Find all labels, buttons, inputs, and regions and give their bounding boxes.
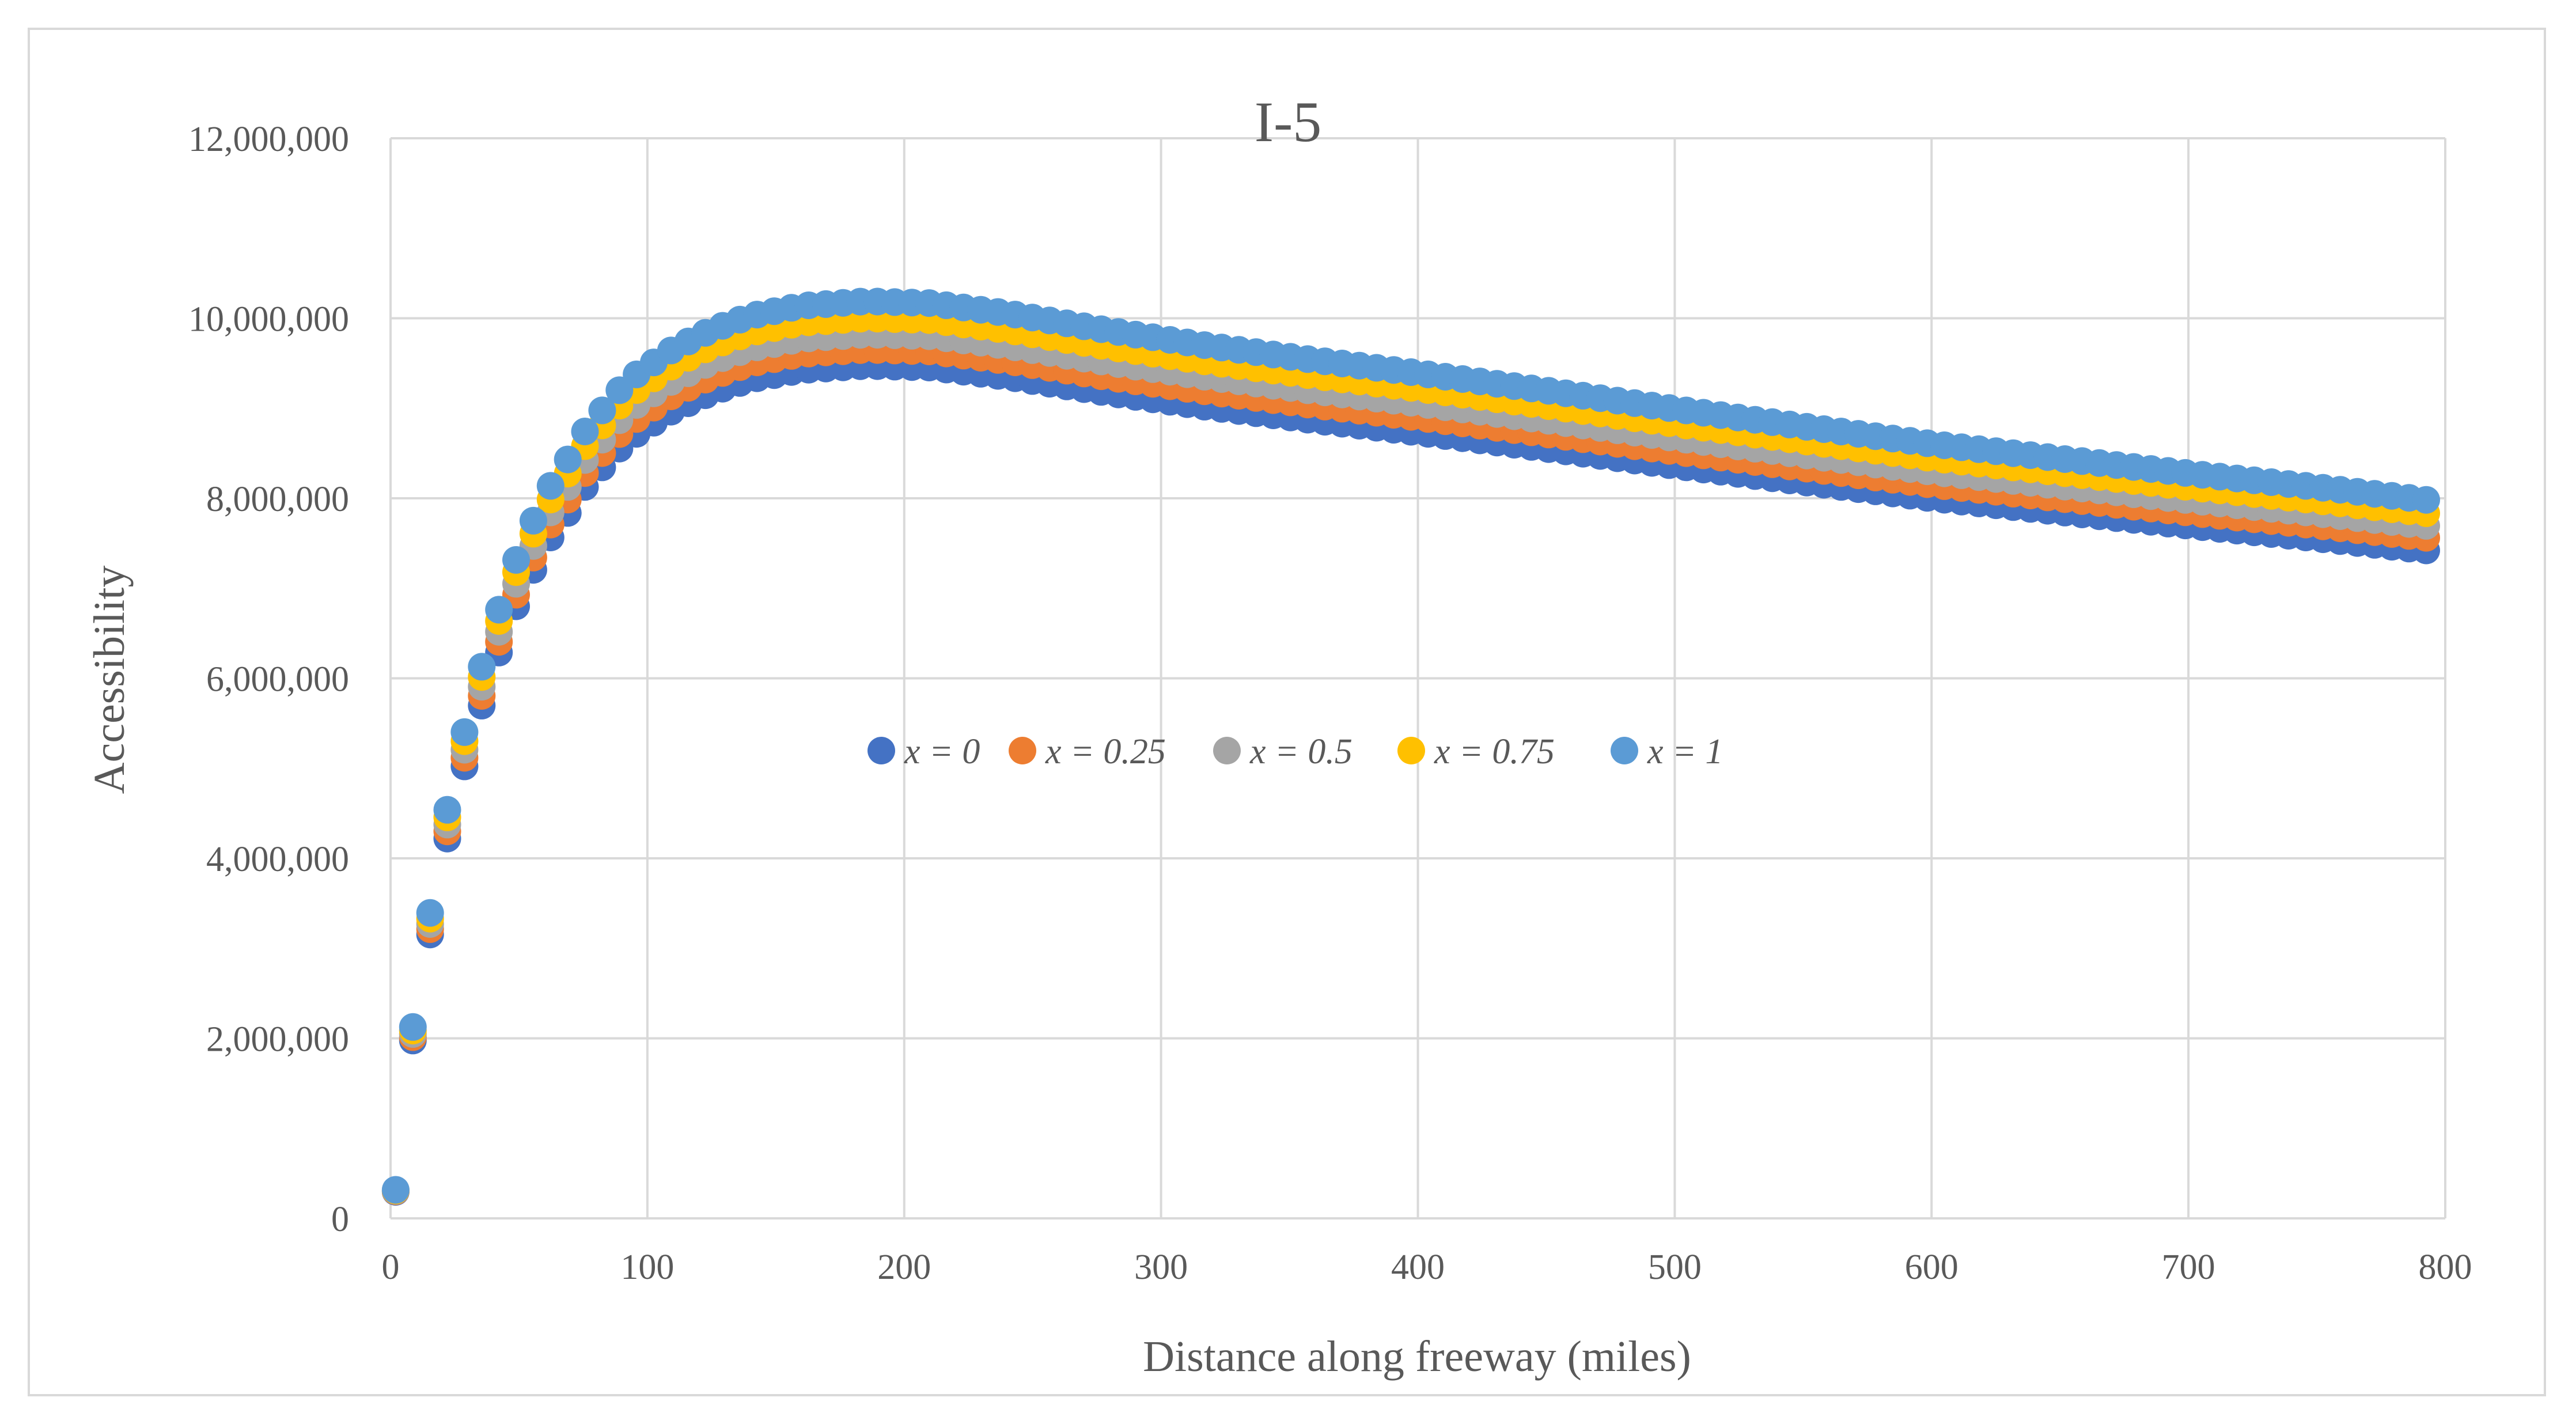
x-tick-label: 100: [620, 1248, 674, 1287]
x-tick-labels: 0 100 200 300 400 500 600 700 800: [382, 1248, 2472, 1287]
data-point: [2412, 486, 2440, 514]
legend-label: x = 0.5: [1249, 732, 1353, 771]
legend-marker: [1611, 737, 1638, 764]
data-point: [519, 506, 547, 535]
gridlines: [391, 137, 2446, 1218]
x-tick-label: 700: [2162, 1248, 2215, 1287]
data-point: [554, 445, 582, 474]
x-tick-label: 500: [1648, 1248, 1702, 1287]
chart-title: I-5: [1255, 90, 1322, 154]
x-tick-label: 200: [877, 1248, 931, 1287]
legend-label: x = 1: [1647, 732, 1723, 771]
data-point: [416, 899, 444, 927]
y-tick-label: 0: [331, 1200, 349, 1239]
data-point: [571, 418, 599, 445]
legend-label: x = 0.75: [1434, 732, 1555, 771]
legend: x = 0 x = 0.25 x = 0.5 x = 0.75 x = 1: [867, 732, 1723, 771]
x-axis-title: Distance along freeway (miles): [1143, 1332, 1691, 1381]
legend-marker: [1009, 737, 1036, 764]
data-point: [588, 396, 616, 425]
y-axis-title: Accessibility: [85, 566, 134, 794]
series-4: [381, 287, 2440, 1204]
data-point: [399, 1013, 427, 1041]
legend-item: x = 0: [867, 732, 980, 771]
chart-frame: [28, 28, 2546, 1396]
legend-marker: [1397, 737, 1425, 764]
y-tick-label: 10,000,000: [188, 300, 349, 339]
legend-item: x = 0.25: [1009, 732, 1166, 771]
axes: [389, 138, 2445, 1220]
y-tick-label: 6,000,000: [206, 660, 349, 699]
legend-label: x = 0.25: [1045, 732, 1166, 771]
data-point: [433, 796, 461, 824]
y-tick-labels: 0 2,000,000 4,000,000 6,000,000 8,000,000 10,…: [188, 120, 349, 1239]
legend-item: x = 0.5: [1213, 732, 1353, 771]
y-tick-label: 8,000,000: [206, 480, 349, 519]
x-tick-label: 400: [1391, 1248, 1445, 1287]
legend-label: x = 0: [904, 732, 980, 771]
legend-item: x = 0.75: [1397, 732, 1555, 771]
legend-marker: [867, 737, 895, 764]
data-point: [485, 596, 513, 624]
y-tick-label: 12,000,000: [188, 120, 349, 159]
legend-item: x = 1: [1611, 732, 1723, 771]
x-tick-label: 600: [1905, 1248, 1958, 1287]
data-point: [536, 472, 565, 500]
x-tick-label: 800: [2419, 1248, 2472, 1287]
series-layer: [381, 287, 2440, 1206]
data-point: [450, 718, 479, 746]
y-tick-label: 4,000,000: [206, 840, 349, 879]
legend-marker: [1213, 737, 1241, 764]
x-tick-label: 0: [382, 1248, 400, 1287]
data-point: [381, 1176, 410, 1204]
data-point: [502, 546, 530, 574]
y-tick-label: 2,000,000: [206, 1020, 349, 1059]
x-tick-label: 300: [1134, 1248, 1188, 1287]
data-point: [468, 653, 496, 681]
